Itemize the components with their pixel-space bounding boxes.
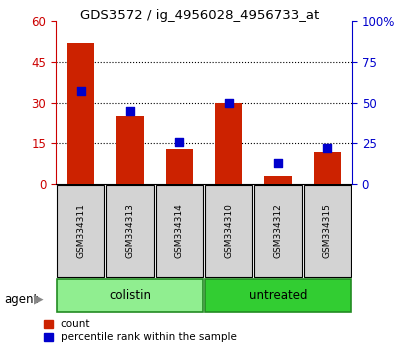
Text: ▶: ▶ xyxy=(34,293,44,306)
Text: GDS3572 / ig_4956028_4956733_at: GDS3572 / ig_4956028_4956733_at xyxy=(80,9,320,22)
FancyBboxPatch shape xyxy=(57,279,203,312)
Text: untreated: untreated xyxy=(249,289,307,302)
FancyBboxPatch shape xyxy=(304,185,351,277)
Point xyxy=(78,88,84,94)
Text: agent: agent xyxy=(4,293,38,306)
Point xyxy=(226,100,232,105)
Text: GSM334311: GSM334311 xyxy=(76,204,85,258)
Point xyxy=(127,108,133,114)
FancyBboxPatch shape xyxy=(205,279,351,312)
Point xyxy=(324,145,330,151)
Point xyxy=(275,160,281,166)
FancyBboxPatch shape xyxy=(106,185,154,277)
Bar xyxy=(116,116,144,184)
Text: GSM334312: GSM334312 xyxy=(274,204,282,258)
FancyBboxPatch shape xyxy=(205,185,252,277)
FancyBboxPatch shape xyxy=(156,185,203,277)
Bar xyxy=(264,176,292,184)
Point xyxy=(176,139,182,144)
Bar xyxy=(67,43,94,184)
FancyBboxPatch shape xyxy=(254,185,302,277)
Bar xyxy=(314,152,341,184)
FancyBboxPatch shape xyxy=(57,185,104,277)
Bar xyxy=(166,149,193,184)
Text: GSM334314: GSM334314 xyxy=(175,204,184,258)
Text: GSM334310: GSM334310 xyxy=(224,204,233,258)
Bar xyxy=(215,103,242,184)
Text: GSM334315: GSM334315 xyxy=(323,204,332,258)
Text: colistin: colistin xyxy=(109,289,151,302)
Legend: count, percentile rank within the sample: count, percentile rank within the sample xyxy=(40,315,241,347)
Text: GSM334313: GSM334313 xyxy=(126,204,134,258)
